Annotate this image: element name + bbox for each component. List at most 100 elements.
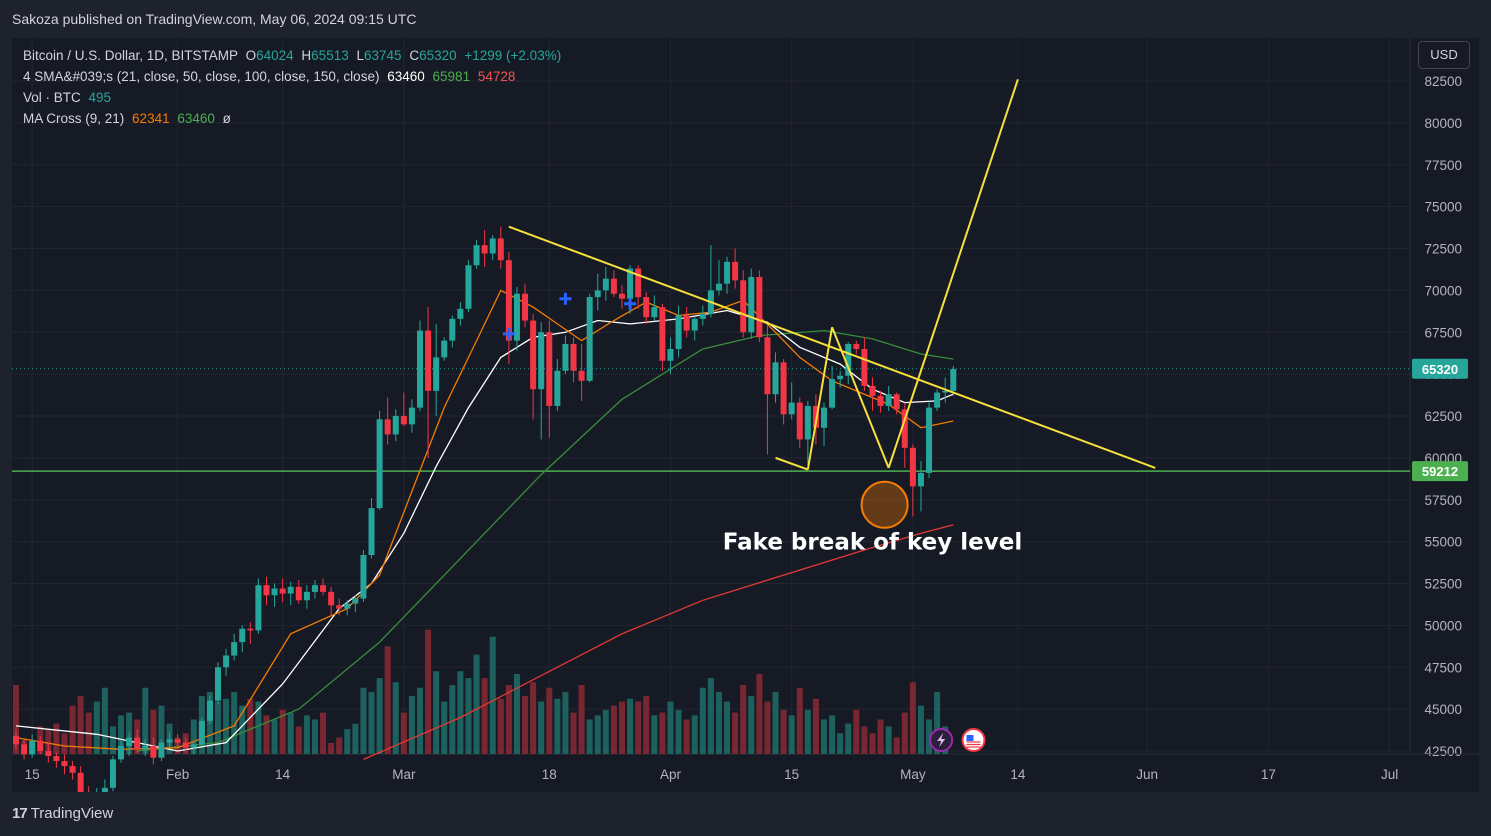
volume-bar xyxy=(707,678,714,754)
support-price-tag-text: 59212 xyxy=(1422,464,1458,479)
trendline[interactable] xyxy=(831,326,890,469)
x-tick-label: 18 xyxy=(542,767,557,782)
high-label: H xyxy=(301,48,312,63)
volume-bar xyxy=(530,682,537,754)
candle-body xyxy=(675,315,682,349)
trendline[interactable] xyxy=(887,79,1019,469)
tradingview-logo[interactable]: 17 TradingView xyxy=(12,805,113,822)
candle-body xyxy=(796,402,803,440)
volume-bar xyxy=(255,701,262,754)
candle-body xyxy=(934,392,941,408)
candle-body xyxy=(489,238,496,254)
volume-bar xyxy=(344,729,351,754)
candle-body xyxy=(764,337,771,395)
low-value: 63745 xyxy=(364,48,402,63)
symbol-title[interactable]: Bitcoin / U.S. Dollar, 1D, BITSTAMP xyxy=(23,48,238,63)
candle-body xyxy=(691,318,698,331)
x-tick-label: May xyxy=(900,767,926,782)
last-price-tag xyxy=(1412,358,1468,379)
macross-legend-row[interactable]: MA Cross (9, 21) 62341 63460 ø xyxy=(23,108,561,129)
last-price-tag-text: 65320 xyxy=(1422,362,1458,377)
y-tick-label: 52500 xyxy=(1424,577,1462,592)
volume-legend-row[interactable]: Vol · BTC 495 xyxy=(23,87,561,108)
candle-body xyxy=(311,585,318,592)
candle-body xyxy=(853,343,860,349)
candle-body xyxy=(732,261,739,281)
y-tick-label: 82500 xyxy=(1424,74,1462,89)
candle-body xyxy=(77,772,84,792)
candle-body xyxy=(190,744,197,748)
volume-bar xyxy=(190,719,197,754)
volume-bar xyxy=(651,715,658,754)
y-tick-label: 45000 xyxy=(1424,702,1462,717)
candle-body xyxy=(336,605,343,609)
candle-body xyxy=(651,307,658,318)
volume-bar xyxy=(118,715,125,754)
footer-bar xyxy=(0,792,1491,836)
volume-bar xyxy=(505,685,512,754)
volume-bar xyxy=(417,687,423,754)
chart-area[interactable]: 8250080000775007500072500700006750065000… xyxy=(12,38,1479,792)
candle-body xyxy=(101,787,108,792)
macross-value-3: ø xyxy=(222,111,231,126)
candle-body xyxy=(724,261,731,284)
volume-bar xyxy=(384,646,391,754)
candle-body xyxy=(263,585,270,596)
candle-body xyxy=(804,405,811,440)
candle-body xyxy=(21,744,28,755)
sma-100-line xyxy=(137,329,954,752)
volume-bar xyxy=(869,733,876,754)
candle-body xyxy=(61,761,68,767)
macross-label[interactable]: MA Cross (9, 21) xyxy=(23,111,125,126)
volume-bar xyxy=(675,709,682,754)
candle-body xyxy=(756,276,763,338)
y-tick-label: 47500 xyxy=(1424,660,1462,675)
candle-body xyxy=(215,667,221,701)
volume-bar xyxy=(425,629,432,754)
x-tick-label: 14 xyxy=(1010,767,1026,782)
y-tick-label: 75000 xyxy=(1424,200,1462,215)
macross-value-1: 62341 xyxy=(132,111,170,126)
trendline[interactable] xyxy=(508,225,1156,469)
currency-button[interactable]: USD xyxy=(1418,41,1470,69)
candle-body xyxy=(376,419,383,509)
volume-bar xyxy=(917,705,924,754)
trendline[interactable] xyxy=(775,456,809,471)
candle-body xyxy=(570,343,577,371)
sma-legend-row[interactable]: 4 SMA&#039;s (21, close, 50, close, 100,… xyxy=(23,66,561,87)
volume-bar xyxy=(295,726,302,754)
volume-bar xyxy=(465,678,472,754)
volume-bar xyxy=(352,723,359,754)
volume-bar xyxy=(522,696,529,754)
candle-body xyxy=(465,265,472,309)
volume-bar xyxy=(53,723,60,754)
candle-body xyxy=(740,280,747,333)
close-label: C xyxy=(409,48,420,63)
candle-body xyxy=(247,628,254,631)
volume-bar xyxy=(279,709,286,754)
ma-cross-marker xyxy=(624,297,637,310)
candle-body xyxy=(134,737,141,750)
sma-label[interactable]: 4 SMA&#039;s (21, close, 50, close, 100,… xyxy=(23,69,380,84)
volume-bar xyxy=(764,701,771,754)
candle-body xyxy=(368,508,375,556)
candle-body xyxy=(408,407,415,425)
volume-bar xyxy=(101,687,108,754)
y-tick-label: 70000 xyxy=(1424,283,1462,298)
volume-bar xyxy=(812,698,819,754)
volume-bar xyxy=(756,673,763,754)
candle-body xyxy=(287,586,294,594)
candle-body xyxy=(659,307,666,361)
ma-cross-marker xyxy=(559,292,572,305)
volume-label[interactable]: Vol · BTC xyxy=(23,90,81,105)
candle-body xyxy=(772,362,779,395)
x-tick-label: Jun xyxy=(1136,767,1158,782)
trendline[interactable] xyxy=(806,327,834,470)
fake-break-highlight-circle[interactable] xyxy=(860,480,909,529)
candle-body xyxy=(295,586,302,601)
sma-21-line xyxy=(15,289,954,750)
price-chart[interactable]: 8250080000775007500072500700006750065000… xyxy=(12,38,1479,792)
annotation-text[interactable]: Fake break of key level xyxy=(723,530,1022,556)
symbol-legend-row[interactable]: Bitcoin / U.S. Dollar, 1D, BITSTAMP O640… xyxy=(23,45,561,66)
candle-body xyxy=(869,385,876,396)
